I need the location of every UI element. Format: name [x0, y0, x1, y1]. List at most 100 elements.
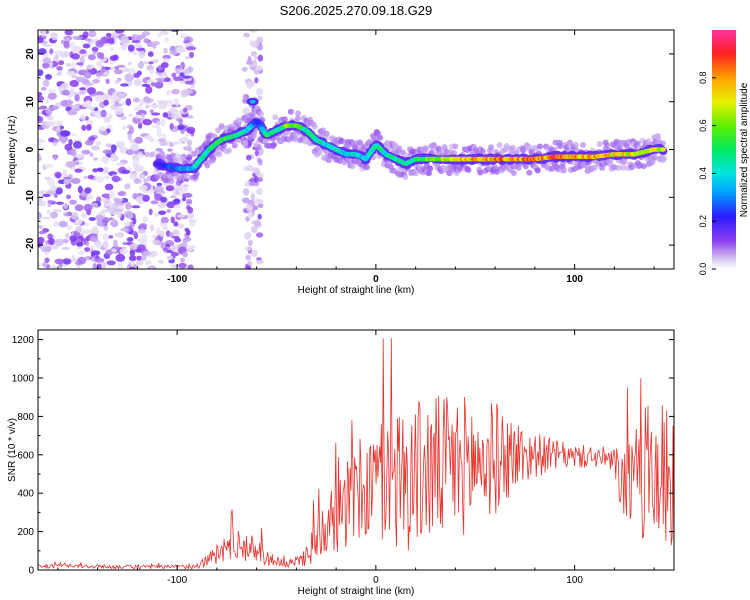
- noise-blob: [81, 212, 88, 218]
- noise-blob: [245, 60, 254, 66]
- noise-blob: [148, 208, 153, 216]
- noise-blob: [152, 43, 157, 49]
- noise-blob: [127, 113, 134, 118]
- colorbar-label: Normalized spectral amplitude: [739, 82, 750, 217]
- noise-blob: [245, 216, 250, 222]
- noise-blob: [102, 72, 110, 76]
- noise-blob: [74, 168, 83, 173]
- ridge-halo: [596, 141, 603, 147]
- x-tick-label: 0: [373, 575, 379, 586]
- noise-blob: [42, 193, 51, 198]
- noise-blob: [42, 44, 53, 48]
- noise-blob: [148, 151, 156, 158]
- noise-blob: [156, 132, 163, 138]
- noise-blob: [103, 43, 112, 47]
- figure-title: S206.2025.270.09.18.G29: [280, 3, 433, 18]
- ridge-halo: [231, 142, 238, 149]
- ridge-blob: [249, 99, 256, 104]
- noise-blob: [129, 173, 139, 180]
- noise-blob: [91, 46, 99, 53]
- noise-blob: [83, 71, 92, 79]
- noise-blob: [125, 98, 132, 106]
- noise-blob: [62, 169, 67, 176]
- noise-blob: [74, 94, 80, 102]
- ridge-halo: [186, 154, 193, 161]
- noise-blob: [109, 47, 114, 51]
- noise-blob: [102, 233, 110, 241]
- noise-blob: [92, 51, 98, 55]
- noise-blob: [149, 224, 155, 232]
- noise-blob: [86, 65, 94, 70]
- noise-blob: [145, 85, 153, 94]
- noise-blob: [157, 201, 167, 209]
- noise-blob: [96, 60, 104, 68]
- noise-blob: [246, 203, 253, 212]
- noise-blob: [129, 249, 136, 257]
- noise-blob: [115, 232, 125, 238]
- noise-blob: [244, 246, 252, 251]
- noise-blob: [42, 216, 50, 220]
- noise-blob: [117, 92, 126, 98]
- ridge-halo: [216, 151, 223, 158]
- noise-blob: [105, 78, 110, 85]
- noise-blob: [170, 114, 180, 120]
- noise-blob: [142, 234, 148, 242]
- noise-blob: [74, 218, 83, 226]
- noise-blob: [160, 72, 169, 79]
- noise-blob: [155, 148, 163, 152]
- noise-blob: [110, 98, 116, 106]
- noise-blob: [173, 76, 182, 82]
- noise-blob: [38, 106, 44, 110]
- noise-blob: [71, 132, 76, 137]
- noise-blob: [61, 89, 71, 96]
- noise-blob: [62, 258, 72, 265]
- noise-blob: [245, 254, 251, 261]
- noise-blob: [120, 35, 129, 44]
- noise-blob: [69, 199, 77, 205]
- noise-blob: [56, 124, 61, 132]
- noise-blob: [133, 178, 142, 185]
- ridge-halo: [174, 157, 181, 164]
- noise-blob: [257, 203, 264, 209]
- noise-blob: [63, 40, 70, 48]
- noise-blob: [256, 199, 264, 204]
- noise-blob: [54, 238, 64, 247]
- noise-blob: [131, 205, 141, 209]
- noise-blob: [249, 30, 258, 33]
- noise-blob: [185, 56, 191, 60]
- ridge-halo: [566, 139, 573, 146]
- noise-blob: [71, 148, 77, 157]
- noise-blob: [74, 161, 80, 165]
- noise-blob: [111, 248, 117, 253]
- noise-blob: [161, 133, 167, 140]
- noise-blob: [126, 213, 134, 219]
- noise-blob: [44, 163, 54, 168]
- ridge-halo: [272, 114, 279, 121]
- noise-blob: [105, 143, 113, 148]
- noise-blob: [246, 154, 252, 161]
- noise-blob: [243, 32, 250, 38]
- noise-blob: [107, 37, 115, 42]
- noise-blob: [138, 184, 148, 191]
- y-tick-label: 200: [17, 527, 34, 538]
- noise-blob: [172, 230, 179, 237]
- noise-blob: [166, 255, 174, 261]
- noise-blob: [141, 31, 151, 36]
- noise-blob: [184, 227, 190, 232]
- noise-blob: [127, 61, 132, 66]
- noise-blob: [94, 91, 104, 96]
- noise-blob: [138, 200, 144, 205]
- noise-blob: [256, 187, 263, 195]
- noise-blob: [65, 233, 70, 239]
- noise-blob: [76, 241, 84, 247]
- noise-blob: [47, 92, 57, 100]
- noise-blob: [177, 124, 185, 130]
- noise-blob: [247, 239, 253, 246]
- noise-blob: [138, 99, 143, 108]
- noise-blob: [85, 100, 92, 107]
- noise-blob: [38, 138, 43, 143]
- noise-blob: [177, 223, 185, 229]
- noise-blob: [120, 227, 129, 232]
- ridge-halo: [225, 147, 232, 154]
- noise-blob: [106, 260, 116, 266]
